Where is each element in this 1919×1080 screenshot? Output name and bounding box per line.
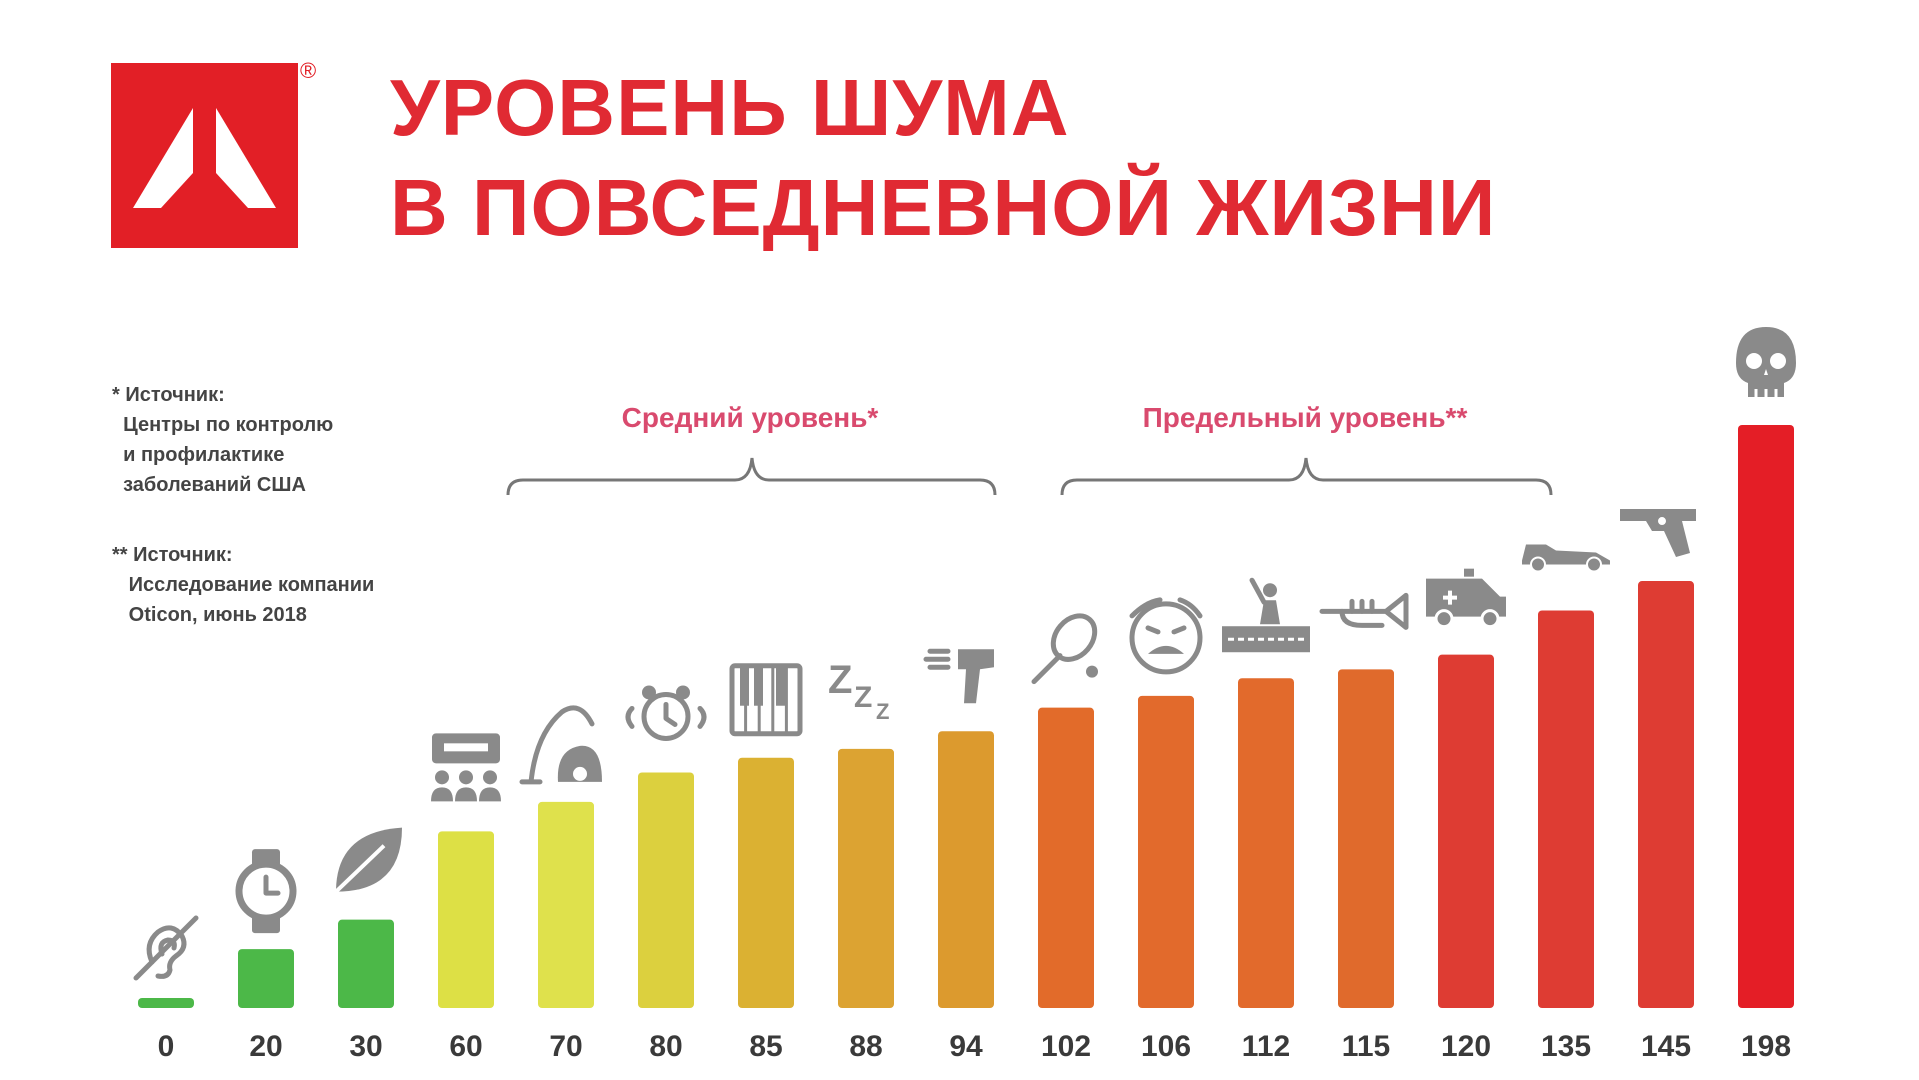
bar-94 <box>938 731 994 1008</box>
svg-text:Z: Z <box>828 658 852 702</box>
crying-baby-icon <box>1129 597 1203 675</box>
tick-label: 145 <box>1641 1030 1691 1063</box>
tick-label: 60 <box>449 1030 482 1063</box>
tick-label: 135 <box>1541 1030 1591 1063</box>
limit-level-label: Предельный уровень** <box>1142 402 1468 433</box>
tick-label: 80 <box>649 1030 682 1063</box>
svg-text:Z: Z <box>876 699 889 724</box>
ambulance-icon <box>1426 568 1506 629</box>
tick-label: 0 <box>158 1030 175 1063</box>
source-note-oticon: ** Источник: Исследование компании Otico… <box>112 544 375 626</box>
svg-text:Z: Z <box>854 681 872 714</box>
logo-emblem-icon <box>133 108 276 208</box>
tick-label: 20 <box>249 1030 282 1063</box>
tick-label: 106 <box>1141 1030 1191 1063</box>
hair-dryer-icon <box>923 648 994 704</box>
tick-label: 198 <box>1741 1030 1791 1063</box>
conversation-icon <box>431 733 501 802</box>
tick-label: 102 <box>1041 1030 1091 1063</box>
tick-label: 120 <box>1441 1030 1491 1063</box>
bar-198 <box>1738 425 1794 1008</box>
revolver-icon <box>1620 509 1696 558</box>
vacuum-cleaner-icon <box>519 705 602 785</box>
tick-label: 85 <box>749 1030 782 1063</box>
bar-70 <box>538 801 594 1008</box>
tick-label: 88 <box>849 1030 882 1063</box>
bar-120 <box>1438 654 1494 1008</box>
average-level-label: Средний уровень* <box>621 402 879 433</box>
tennis-racket-icon <box>1031 613 1098 685</box>
wristwatch-icon <box>235 849 297 934</box>
bar-85 <box>738 757 794 1008</box>
brand-logo <box>111 63 298 248</box>
tick-label: 112 <box>1242 1030 1290 1063</box>
tick-label: 70 <box>549 1030 582 1063</box>
tick-label: 115 <box>1342 1030 1390 1063</box>
alarm-clock-icon <box>625 685 707 741</box>
tick-label: 30 <box>349 1030 382 1063</box>
average-level-brace <box>506 457 997 496</box>
tick-label: 94 <box>949 1030 983 1063</box>
registered-mark: ® <box>300 58 317 83</box>
page-title-line1: УРОВЕНЬ ШУМА <box>390 63 1070 152</box>
bar-0 <box>138 998 194 1008</box>
race-car-icon <box>1522 544 1610 573</box>
skull-icon <box>1736 327 1796 397</box>
limit-level-brace <box>1060 457 1553 496</box>
leaf-icon <box>334 827 402 894</box>
source-note-cdc: * Источник: Центры по контролю и профила… <box>112 384 334 496</box>
trumpet-icon <box>1319 592 1409 630</box>
page-title-line2: В ПОВСЕДНЕВНОЙ ЖИЗНИ <box>390 163 1497 252</box>
bar-30 <box>338 919 394 1008</box>
bar-115 <box>1338 669 1394 1008</box>
bar-135 <box>1538 610 1594 1008</box>
bar-60 <box>438 831 494 1008</box>
bar-145 <box>1638 581 1694 1008</box>
bar-106 <box>1138 695 1194 1008</box>
bar-102 <box>1038 707 1094 1008</box>
bar-20 <box>238 949 294 1008</box>
bar-88 <box>838 748 894 1008</box>
piano-icon <box>729 663 803 737</box>
bar-80 <box>638 772 694 1008</box>
deaf-icon <box>133 915 199 981</box>
concert-icon <box>1222 577 1310 653</box>
bar-112 <box>1238 678 1294 1008</box>
